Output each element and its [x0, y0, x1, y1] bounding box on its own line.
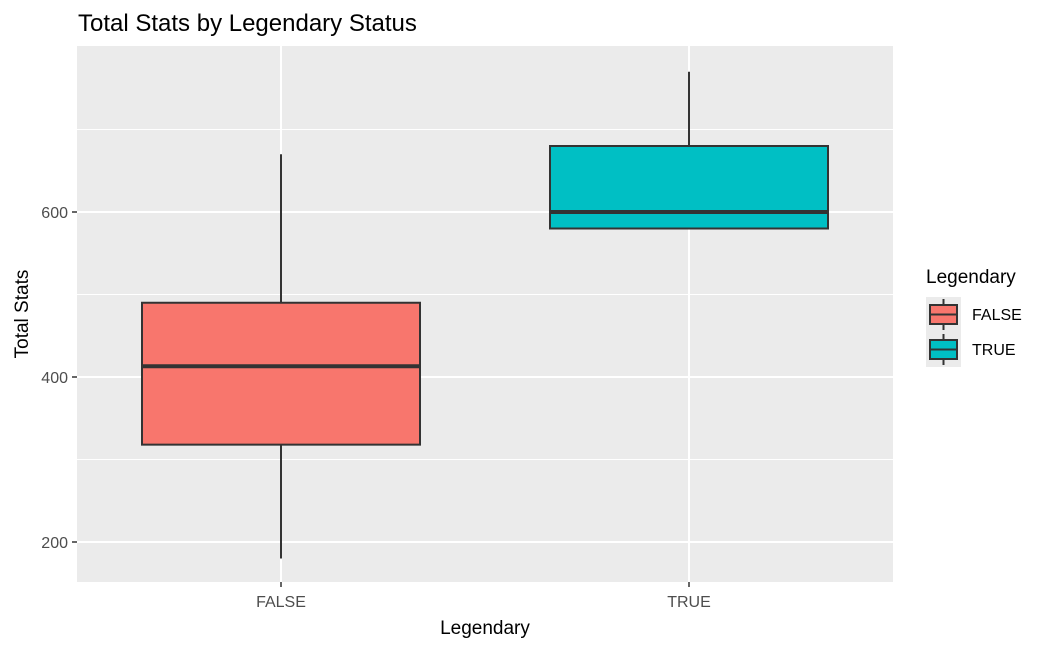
legend-item-true: TRUE — [926, 332, 1016, 367]
x-tick-label: FALSE — [256, 594, 306, 611]
y-tick-label: 400 — [41, 370, 68, 387]
axes: 200 400 600 FALSE TRUE — [41, 205, 710, 611]
chart-title: Total Stats by Legendary Status — [78, 10, 417, 37]
legend-item-false: FALSE — [926, 297, 1022, 332]
y-axis-title: Total Stats — [12, 270, 33, 359]
boxplot-series — [141, 71, 829, 559]
y-tick-label: 200 — [41, 535, 68, 552]
x-tick-label: TRUE — [667, 594, 711, 611]
box-body — [141, 301, 421, 446]
y-tick-label: 600 — [41, 205, 68, 222]
box-true — [549, 71, 829, 230]
legend-label: FALSE — [972, 307, 1022, 324]
legend-title: Legendary — [926, 267, 1016, 288]
legend-label: TRUE — [972, 342, 1016, 359]
x-axis-title: Legendary — [440, 618, 530, 639]
legend: Legendary FALSE TRUE — [926, 267, 1022, 367]
box-body — [549, 145, 829, 230]
box-false — [141, 154, 421, 559]
